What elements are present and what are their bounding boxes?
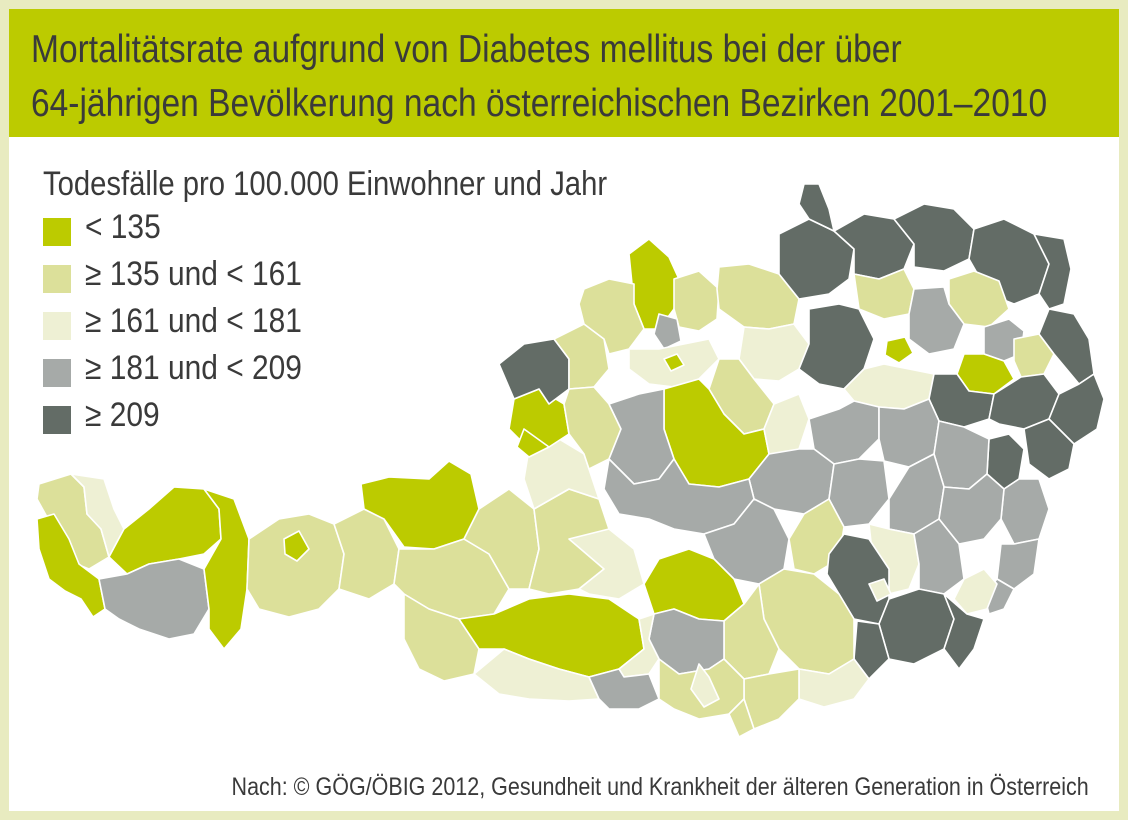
legend-item-class-5: ≥ 209: [43, 396, 699, 443]
district: [523, 438, 600, 510]
figure-title: Mortalitätsrate aufgrund von Diabetes me…: [31, 23, 1047, 131]
district: [673, 270, 720, 332]
district: [953, 568, 998, 615]
district: [943, 593, 985, 670]
legend-label: ≥ 181 und < 209: [85, 349, 302, 387]
district: [1033, 233, 1072, 310]
district: [1023, 418, 1075, 480]
district: [283, 530, 310, 562]
legend-label: < 135: [85, 208, 161, 246]
district: [996, 538, 1040, 590]
legend: Todesfälle pro 100.000 Einwohner und Jah…: [43, 165, 699, 443]
district: [884, 336, 914, 364]
legend-item-class-2: ≥ 135 und < 161: [43, 255, 699, 302]
district: [653, 313, 682, 350]
legend-item-class-4: ≥ 181 und < 209: [43, 349, 699, 396]
district: [868, 578, 892, 602]
source-note: Nach: © GÖG/ÖBIG 2012, Gesundheit und Kr…: [231, 773, 1089, 801]
district: [908, 286, 965, 355]
district: [203, 488, 250, 650]
title-line-1: Mortalitätsrate aufgrund von Diabetes me…: [31, 28, 902, 71]
legend-swatch: [43, 312, 71, 340]
legend-label: ≥ 135 und < 161: [85, 255, 302, 293]
district: [563, 386, 622, 470]
legend-title: Todesfälle pro 100.000 Einwohner und Jah…: [43, 165, 608, 203]
district: [98, 558, 210, 640]
legend-item-class-1: < 135: [43, 208, 699, 255]
legend-swatch: [43, 218, 71, 246]
district: [516, 428, 550, 458]
district: [568, 528, 645, 600]
austria-district-map: [36, 183, 1105, 738]
district: [690, 663, 720, 708]
district: [1000, 478, 1050, 545]
district: [246, 513, 345, 618]
legend-label: ≥ 209: [85, 396, 160, 434]
district: [36, 513, 106, 618]
district: [913, 518, 965, 595]
legend-swatch: [43, 406, 71, 434]
district: [663, 353, 685, 372]
title-line-2: 64-jährigen Bevölkerung nach österreichi…: [31, 82, 1048, 125]
legend-swatch: [43, 265, 71, 293]
district: [798, 658, 870, 708]
title-banner: Mortalitätsrate aufgrund von Diabetes me…: [9, 9, 1119, 137]
district: [728, 698, 755, 738]
legend-label: ≥ 161 und < 181: [85, 302, 302, 340]
district: [878, 588, 955, 665]
district: [743, 668, 800, 730]
legend-item-class-3: ≥ 161 und < 181: [43, 302, 699, 349]
district: [853, 268, 915, 320]
legend-swatch: [43, 359, 71, 387]
